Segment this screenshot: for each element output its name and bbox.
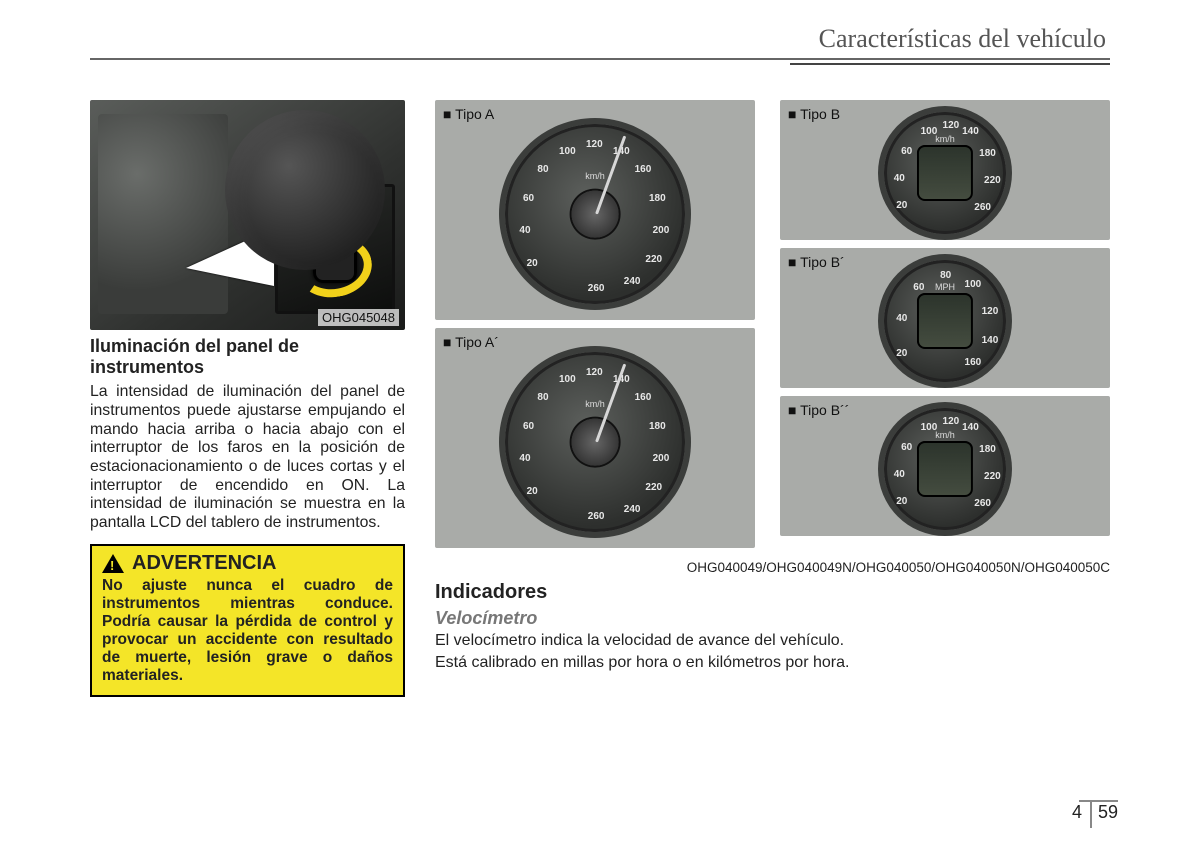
adjust-arrow-icon	[291, 231, 376, 303]
figure-codes: OHG040049/OHG040049N/OHG040050/OHG040050…	[435, 560, 1110, 575]
header-rule	[90, 58, 1110, 60]
type-label: ■ Tipo A	[443, 106, 494, 122]
gauge-card-bp: ■ Tipo B´ 20 40 60 80 100 120 140 160 MP…	[780, 248, 1110, 388]
header-rule-accent	[790, 63, 1110, 65]
gauge-unit: km/h	[935, 134, 955, 144]
type-label: ■ Tipo B	[788, 106, 840, 122]
left-body: La intensidad de iluminación del panel d…	[90, 383, 405, 532]
gauge-hub-icon	[572, 419, 619, 466]
gauge-unit: MPH	[935, 282, 955, 292]
section-heading: Indicadores	[435, 581, 1110, 604]
warning-triangle-icon	[102, 554, 124, 573]
type-label: ■ Tipo A´	[443, 334, 499, 350]
mid-column: ■ Tipo A 20 40 60 80 100 120 140 160 180…	[435, 100, 755, 556]
warning-header: ADVERTENCIA	[102, 552, 393, 575]
gauge-hub-icon	[572, 191, 619, 238]
type-label: ■ Tipo B´´	[788, 402, 849, 418]
speedometer-icon: 20 40 60 80 100 120 140 160 180 200 220 …	[505, 124, 685, 304]
speedometer-icon: 20 40 60 100 120 140 180 220 260 km/h	[884, 112, 1006, 234]
speedometer-icon: 20 40 60 80 100 120 140 160 MPH	[884, 260, 1006, 382]
section-paragraph: Está calibrado en millas por hora o en k…	[435, 653, 1110, 673]
gauge-unit: km/h	[585, 399, 605, 409]
gauge-unit: km/h	[585, 171, 605, 181]
section-paragraph: El velocímetro indica la velocidad de av…	[435, 631, 1110, 651]
chapter-number: 4	[1070, 802, 1092, 828]
lower-section: OHG040049/OHG040049N/OHG040050/OHG040050…	[435, 556, 1110, 672]
page-content: OHG045048 Iluminación del panel de instr…	[90, 100, 1110, 785]
gauge-lcd-icon	[917, 145, 973, 201]
left-heading: Iluminación del panel de instrumentos	[90, 336, 405, 377]
page-number: 59	[1092, 802, 1118, 822]
gauge-card-a: ■ Tipo A 20 40 60 80 100 120 140 160 180…	[435, 100, 755, 320]
gauge-card-bpp: ■ Tipo B´´ 20 40 60 100 120 140 180 220 …	[780, 396, 1110, 536]
header-title: Características del vehículo	[90, 24, 1110, 54]
figure-code: OHG045048	[318, 309, 399, 326]
page-footer: 459	[1070, 802, 1118, 823]
gauge-unit: km/h	[935, 430, 955, 440]
right-column: ■ Tipo B 20 40 60 100 120 140 180 220 26…	[780, 100, 1110, 544]
speedometer-icon: 20 40 60 100 120 140 180 220 260 km/h	[884, 408, 1006, 530]
warning-title: ADVERTENCIA	[132, 552, 276, 575]
left-column: OHG045048 Iluminación del panel de instr…	[90, 100, 405, 697]
gauge-lcd-icon	[917, 293, 973, 349]
warning-body: No ajuste nunca el cuadro de instrumento…	[102, 577, 393, 685]
dashboard-figure: OHG045048	[90, 100, 405, 330]
warning-box: ADVERTENCIA No ajuste nunca el cuadro de…	[90, 544, 405, 697]
footer-rule	[1079, 800, 1118, 802]
gauge-lcd-icon	[917, 441, 973, 497]
section-subheading: Velocímetro	[435, 608, 1110, 629]
type-label: ■ Tipo B´	[788, 254, 845, 270]
gauge-card-ap: ■ Tipo A´ 20 40 60 80 100 120 140 160 18…	[435, 328, 755, 548]
page-header: Características del vehículo	[90, 24, 1110, 60]
dimmer-icon	[321, 201, 349, 217]
speedometer-icon: 20 40 60 80 100 120 140 160 180 200 220 …	[505, 352, 685, 532]
control-inset	[275, 184, 395, 314]
gauge-card-b: ■ Tipo B 20 40 60 100 120 140 180 220 26…	[780, 100, 1110, 240]
